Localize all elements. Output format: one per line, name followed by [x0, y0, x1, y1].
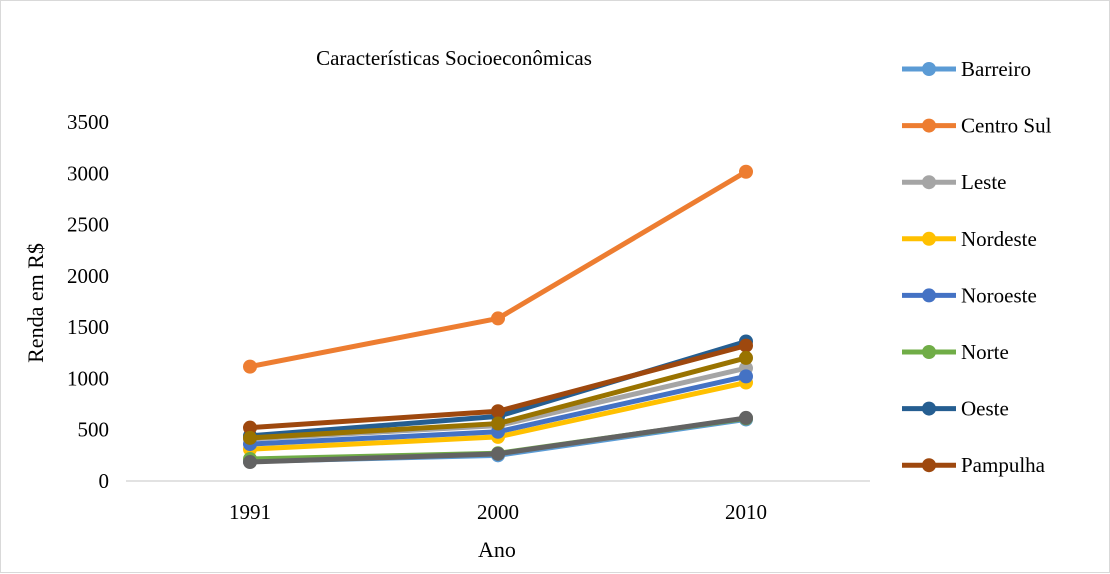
series-unlabeled-8 [243, 350, 753, 445]
legend-label: Norte [961, 340, 1009, 364]
legend-swatch-marker [922, 175, 936, 190]
legend-item: Leste [902, 170, 1006, 194]
legend-label: Pampulha [961, 453, 1046, 477]
legend-item: Oeste [902, 397, 1009, 421]
x-tick-label: 1991 [229, 500, 271, 524]
legend: Barreiro Centro Sul Leste Nordeste Noroeste N… [902, 57, 1052, 477]
legend-item: Centro Sul [902, 114, 1052, 138]
legend-swatch-marker [922, 401, 936, 416]
data-point [491, 404, 505, 419]
data-point [243, 359, 257, 374]
x-tick-label: 2010 [725, 500, 767, 524]
data-point [491, 446, 505, 461]
data-point [739, 338, 753, 353]
y-tick-label: 3500 [67, 110, 109, 134]
data-point [739, 369, 753, 384]
series-line [247, 169, 749, 370]
data-point [739, 164, 753, 179]
series-centro-sul [243, 164, 753, 374]
data-point [739, 410, 753, 425]
y-axis-label: Renda em R$ [23, 243, 48, 363]
x-axis-label: Ano [478, 537, 516, 562]
data-point [243, 430, 257, 445]
legend-swatch-marker [922, 288, 936, 303]
data-point [243, 455, 257, 470]
legend-item: Norte [902, 340, 1009, 364]
data-point [491, 416, 505, 431]
data-point [739, 350, 753, 365]
x-tick-labels: 1991 2000 2010 [229, 500, 767, 524]
legend-swatch-marker [922, 345, 936, 359]
legend-swatch-marker [922, 62, 936, 76]
chart-title: Características Socioeconômicas [316, 46, 592, 70]
series-pampulha [243, 338, 753, 435]
legend-swatch-marker [922, 231, 936, 246]
legend-label: Centro Sul [961, 114, 1052, 138]
legend-label: Leste [961, 170, 1006, 194]
legend-label: Nordeste [961, 227, 1037, 251]
y-tick-label: 1000 [67, 366, 109, 390]
y-tick-label: 500 [78, 418, 110, 442]
legend-label: Barreiro [961, 57, 1031, 81]
x-tick-label: 2000 [477, 500, 519, 524]
legend-item: Noroeste [902, 283, 1037, 307]
legend-label: Oeste [961, 397, 1009, 421]
series-unlabeled-9 [243, 410, 753, 470]
data-point [491, 311, 505, 326]
legend-swatch-marker [922, 458, 936, 473]
series-lines [243, 164, 753, 470]
y-tick-label: 1500 [67, 315, 109, 339]
legend-item: Nordeste [902, 227, 1037, 251]
legend-item: Pampulha [902, 453, 1046, 477]
y-tick-label: 2000 [67, 264, 109, 288]
legend-swatch-marker [922, 118, 936, 133]
y-tick-label: 3000 [67, 161, 109, 185]
legend-item: Barreiro [902, 57, 1031, 81]
y-tick-label: 2500 [67, 213, 109, 237]
data-point [243, 420, 257, 435]
legend-label: Noroeste [961, 283, 1037, 307]
y-tick-labels: 0 500 1000 1500 2000 2500 3000 3500 [67, 110, 109, 493]
y-tick-label: 0 [99, 469, 110, 493]
